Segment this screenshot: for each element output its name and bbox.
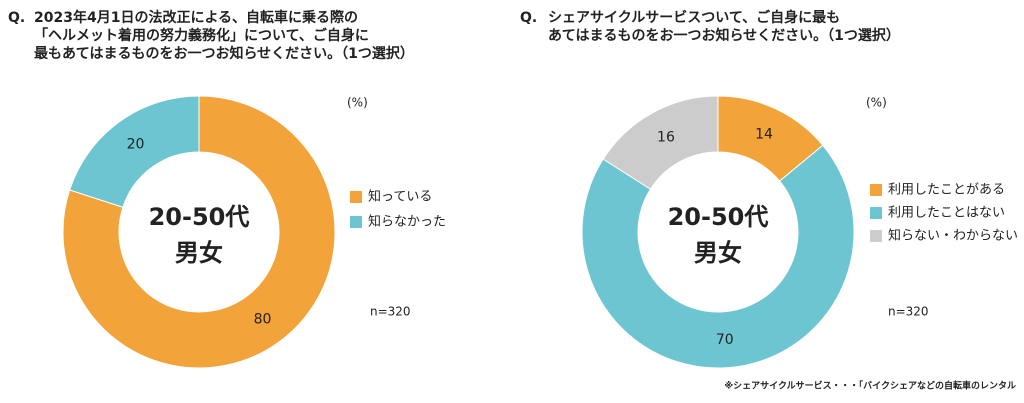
legend-swatch [870,230,882,242]
sample-note: n=320 [370,305,411,319]
legend-swatch [350,191,362,203]
data-label: 16 [657,129,675,145]
legend-label: 知っている [368,189,432,205]
chart-title: 2023年4月1日の法改正による、自転車に乗る際の [34,9,358,26]
question-prefix: Q. [8,10,25,26]
chart-title: シェアサイクルサービスついて、ご自身に最も [548,9,840,26]
donut-segment [62,95,336,369]
legend-swatch [870,184,882,196]
data-label: 14 [755,126,773,142]
center-text: 男女 [694,239,742,267]
chart-title: あてはまるものをお一つお知らせください。（1つ選択） [548,27,900,44]
center-text: 20-50代 [149,203,250,231]
donut-segment [69,95,200,208]
legend-label: 知らなかった [368,214,446,230]
chart-title: 最もあてはまるものをお一つお知らせください。（1つ選択） [34,45,414,62]
center-text: 男女 [175,239,223,267]
legend-swatch [350,216,362,228]
footnote: ※シェアサイクルサービス・・・「バイクシェアなどの自転車のレンタル [724,380,1016,392]
legend-label: 知らない・わからない [888,228,1018,244]
center-text: 20-50代 [668,203,769,231]
donut-segment [602,95,719,190]
legend-swatch [870,207,882,219]
sample-note: n=320 [888,305,929,319]
question-prefix: Q. [520,10,537,26]
unit-label: (%) [347,96,368,110]
data-label: 80 [254,311,272,327]
legend-label: 利用したことはない [888,206,1005,221]
legend-label: 利用したことがある [888,183,1005,198]
data-label: 70 [716,332,734,348]
donut-segment [581,144,855,369]
unit-label: (%) [866,96,887,110]
data-label: 20 [127,137,145,153]
chart-title: 「ヘルメット着用の努力義務化」について、ご自身に [34,27,369,44]
